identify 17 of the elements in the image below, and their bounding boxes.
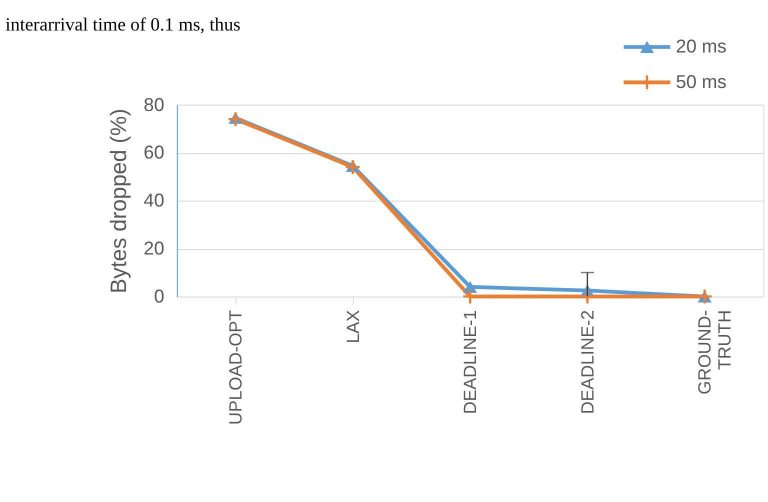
point <box>227 111 244 128</box>
x-tick-label: LAX <box>342 310 363 344</box>
x-tick-label: DEADLINE-1 <box>460 310 480 414</box>
legend-label: 50 ms <box>676 70 727 92</box>
y-tick-label: 0 <box>154 286 164 307</box>
x-tick-label: UPLOAD-OPT <box>226 310 246 425</box>
legend-label: 20 ms <box>676 36 727 57</box>
y-tick-label: 60 <box>144 142 164 163</box>
text: interarrival time of 0.1 ms, thus <box>5 14 241 36</box>
point <box>344 158 361 176</box>
y-tick-label: 80 <box>144 94 164 115</box>
x-tick-label: DEADLINE-2 <box>577 310 598 414</box>
y-tick-label: 40 <box>144 190 164 211</box>
y-axis-title: Bytes dropped (%) <box>106 108 131 294</box>
point <box>579 288 596 305</box>
y-tick-label: 20 <box>144 238 164 259</box>
x-tick-label: GROUND-TRUTH <box>694 310 734 394</box>
